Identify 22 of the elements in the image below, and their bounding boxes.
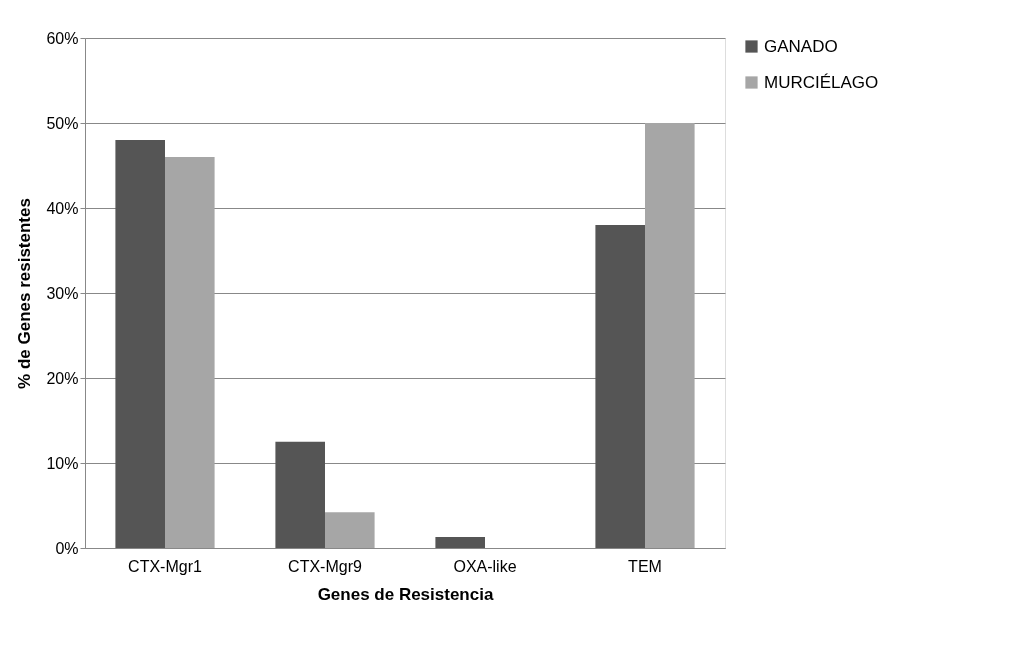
y-tick-label: 40% [46,199,79,217]
x-axis-title: Genes de Resistencia [317,584,494,604]
y-tick-label: 60% [46,29,79,47]
bar [165,157,215,548]
y-tick-label: 0% [55,539,79,557]
y-tick-label: 10% [46,454,79,472]
legend-label: GANADO [764,36,838,56]
bar [435,536,485,548]
legend-label: MURCIÉLAGO [764,72,879,92]
bar [115,140,165,548]
bar [645,123,695,548]
bar [595,225,645,548]
y-tick-label: 20% [46,369,79,387]
y-axis-title: % de Genes resistentes [15,198,35,389]
bar [275,441,325,548]
x-tick-label: TEM [628,557,662,575]
y-tick-label: 50% [46,114,79,132]
bar [325,512,375,548]
x-tick-label: CTX-Mgr9 [288,557,362,575]
x-tick-label: OXA-like [453,557,517,575]
y-tick-label: 30% [46,284,79,302]
x-tick-label: CTX-Mgr1 [128,557,202,575]
